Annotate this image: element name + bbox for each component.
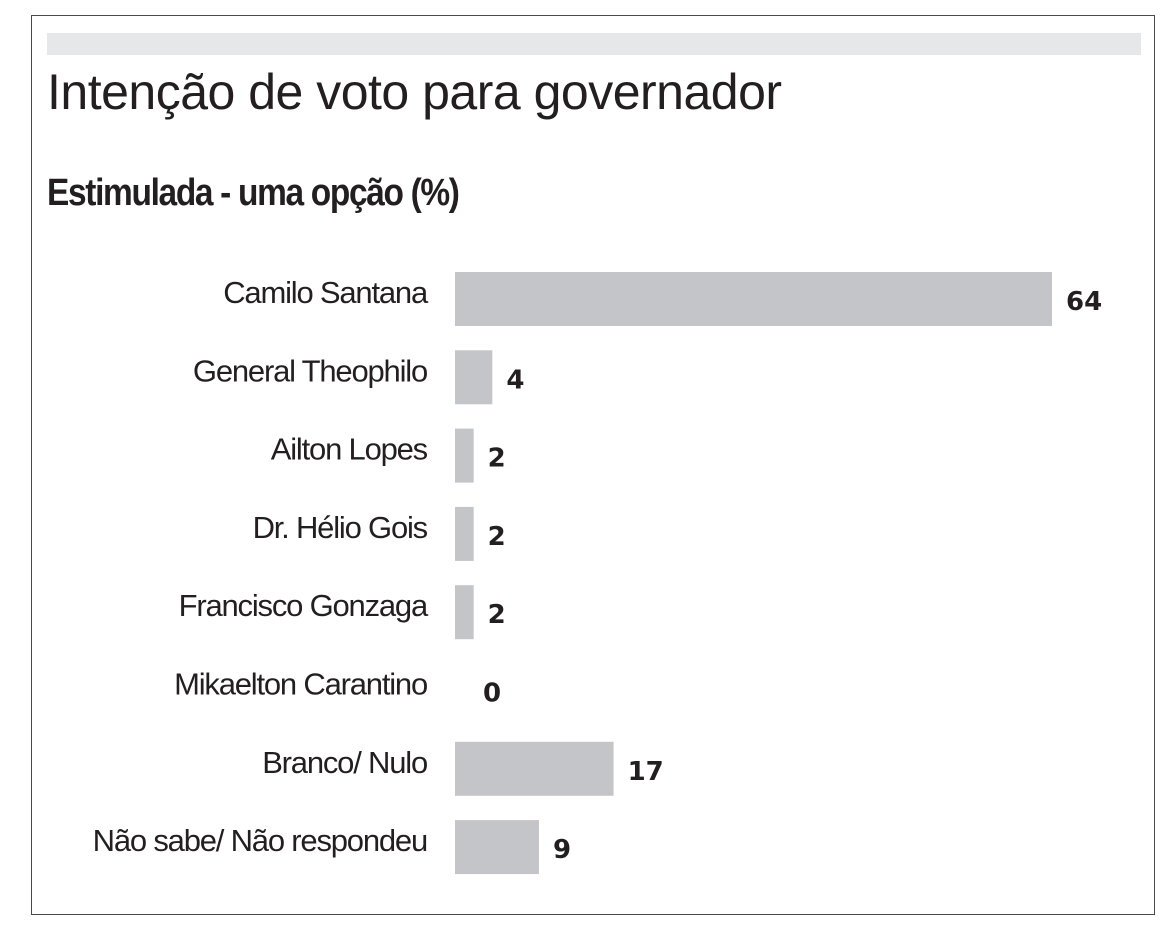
header-bar	[47, 33, 1141, 55]
value-label: 17	[628, 757, 664, 787]
bar	[455, 820, 539, 875]
category-label: Branco/ Nulo	[262, 745, 427, 780]
bar	[455, 350, 493, 405]
chart-frame	[31, 15, 1155, 915]
category-label: Não sabe/ Não respondeu	[93, 823, 427, 858]
bar	[455, 741, 614, 796]
chart-title: Intenção de voto para governador	[47, 64, 782, 120]
bar	[455, 428, 474, 483]
category-label: Dr. Hélio Gois	[253, 510, 428, 545]
value-label: 2	[488, 600, 506, 630]
category-label: Mikaelton Carantino	[174, 667, 427, 702]
category-label: General Theophilo	[193, 353, 427, 388]
category-label: Camilo Santana	[223, 275, 429, 310]
value-label: 2	[488, 522, 506, 552]
value-label: 0	[483, 679, 501, 709]
value-label: 64	[1066, 287, 1102, 317]
bar	[455, 272, 1052, 326]
bar	[455, 585, 474, 640]
category-label: Francisco Gonzaga	[179, 588, 429, 623]
chart-subtitle: Estimulada - uma opção (%)	[47, 172, 460, 214]
bar	[455, 506, 474, 561]
value-label: 2	[488, 444, 506, 474]
value-label: 4	[506, 365, 524, 395]
category-label: Ailton Lopes	[271, 432, 428, 467]
value-label: 9	[553, 835, 571, 865]
